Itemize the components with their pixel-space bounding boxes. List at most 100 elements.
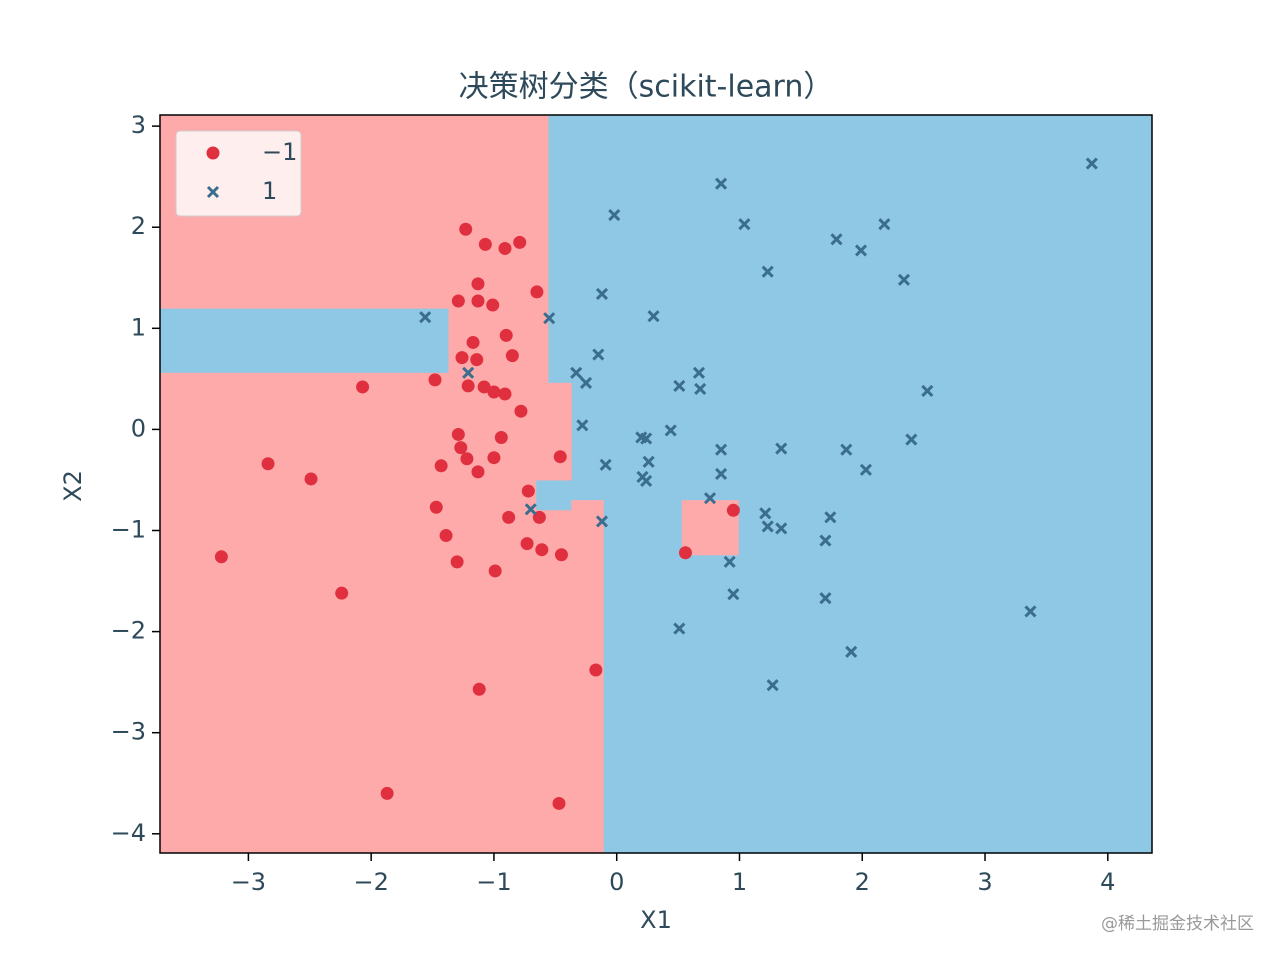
point [498, 241, 512, 255]
decision-region [571, 500, 604, 854]
point [761, 265, 774, 278]
y-tick-label: −3 [111, 718, 146, 746]
point [472, 682, 486, 696]
point [460, 452, 474, 466]
point [513, 235, 527, 249]
point [589, 663, 603, 677]
point [487, 451, 501, 465]
y-tick-label: 2 [131, 212, 146, 240]
point [723, 555, 736, 568]
point [530, 285, 544, 299]
point [905, 433, 918, 446]
point [429, 500, 443, 514]
x-tick-label: −1 [476, 868, 511, 896]
legend-marker [206, 185, 220, 199]
point [824, 511, 837, 524]
x-tick-label: 3 [977, 868, 992, 896]
point [428, 373, 442, 387]
x-tick-label: 0 [609, 868, 624, 896]
point [470, 353, 484, 367]
point [766, 679, 779, 692]
y-tick-label: −2 [111, 617, 146, 645]
x-axis-label: X1 [640, 906, 672, 934]
point [570, 366, 583, 379]
plot-frame [159, 114, 1153, 854]
point [554, 548, 568, 562]
point [478, 237, 492, 251]
point [434, 459, 448, 473]
point [727, 588, 740, 601]
point [608, 209, 621, 222]
point [759, 507, 772, 520]
point [830, 233, 843, 246]
point [640, 474, 653, 488]
point [692, 366, 706, 379]
point [845, 645, 858, 658]
y-tick-label: 1 [131, 313, 146, 341]
point [761, 520, 774, 533]
y-tick-label: 3 [131, 111, 146, 139]
point [380, 786, 394, 800]
point [494, 430, 508, 444]
decision-region [160, 510, 572, 854]
point [214, 550, 228, 564]
point [543, 312, 556, 325]
point [498, 387, 512, 401]
x-tick-label: −3 [231, 868, 266, 896]
point [356, 380, 370, 394]
point [640, 432, 653, 445]
point [878, 218, 891, 231]
point [859, 463, 873, 476]
point [454, 441, 468, 455]
point [261, 457, 275, 471]
point [673, 622, 686, 635]
point [595, 515, 609, 528]
point [451, 294, 465, 308]
decision-region [160, 372, 549, 384]
point [819, 592, 832, 605]
point [703, 492, 717, 505]
point [471, 277, 485, 291]
decision-region [160, 479, 537, 511]
point [595, 287, 609, 301]
point [1024, 605, 1037, 618]
x-tick-label: 4 [1100, 868, 1115, 896]
point [673, 379, 686, 392]
point [535, 543, 549, 557]
watermark: @稀土掘金技术社区 [1101, 914, 1254, 934]
point [715, 177, 728, 190]
point [505, 349, 519, 363]
point [439, 529, 453, 543]
point [840, 443, 853, 456]
point [466, 335, 480, 349]
point [486, 298, 500, 312]
point [462, 366, 475, 379]
x-tick-label: 1 [732, 868, 747, 896]
point [477, 380, 491, 394]
y-tick-label: −1 [111, 516, 146, 544]
point [897, 273, 911, 286]
point [524, 503, 537, 516]
point [592, 348, 605, 361]
point [726, 503, 740, 517]
point [579, 376, 593, 389]
point [450, 555, 464, 569]
point [738, 218, 751, 231]
point [715, 443, 728, 456]
point [471, 294, 485, 308]
y-tick-label: 0 [131, 414, 146, 442]
point [304, 472, 318, 486]
point [1085, 157, 1098, 170]
point [488, 564, 502, 578]
chart-title: 决策树分类（scikit-learn） [459, 70, 834, 105]
point [521, 484, 535, 498]
point [461, 379, 475, 393]
point [678, 546, 692, 560]
point [775, 442, 788, 455]
x-tick-label: 2 [855, 868, 870, 896]
point [502, 510, 516, 524]
x-tick-label: −2 [353, 868, 388, 896]
legend-label: −1 [262, 138, 297, 166]
point [471, 465, 485, 479]
